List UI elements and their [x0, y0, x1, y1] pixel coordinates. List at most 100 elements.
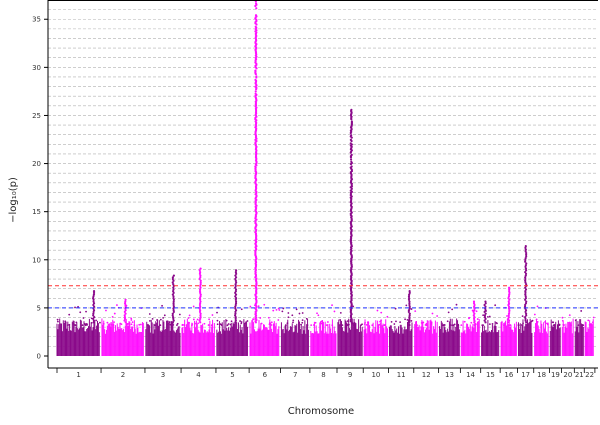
- peak-snp-point: [171, 277, 174, 281]
- peak-snp-point: [524, 246, 527, 249]
- peak-snp-point: [172, 307, 175, 310]
- peak-snp-point: [234, 316, 237, 319]
- peak-snp-point: [484, 312, 487, 315]
- peak-snp-point: [234, 293, 238, 296]
- snp-point: [183, 324, 185, 326]
- snp-point: [208, 318, 210, 321]
- peak-snp-point: [254, 78, 257, 81]
- peak-snp-point: [172, 290, 175, 293]
- snp-point: [81, 324, 84, 327]
- peak-snp-point: [408, 302, 411, 305]
- peak-snp-point: [350, 153, 353, 157]
- peak-snp-point: [484, 302, 487, 305]
- peak-snp-point: [234, 291, 237, 294]
- snp-point: [536, 305, 539, 308]
- snp-point: [130, 323, 133, 326]
- peak-snp-point: [235, 281, 238, 284]
- snp-point: [188, 321, 191, 324]
- peak-snp-point: [172, 300, 175, 303]
- snp-point: [295, 308, 298, 311]
- peak-snp-point: [234, 314, 237, 317]
- peak-snp-point: [507, 307, 511, 310]
- x-tick-label: 11: [397, 371, 406, 379]
- peak-snp-point: [199, 305, 202, 308]
- peak-snp-point: [234, 279, 237, 282]
- peak-snp-point: [350, 165, 353, 168]
- snp-point: [325, 324, 328, 327]
- peak-snp-point: [524, 281, 527, 284]
- snp-point: [463, 320, 466, 323]
- snp-point: [502, 324, 505, 327]
- peak-snp-point: [171, 281, 174, 284]
- snp-point: [360, 324, 362, 326]
- snp-point: [526, 324, 529, 327]
- snp-point: [56, 320, 59, 323]
- snp-point: [259, 317, 262, 319]
- peak-snp-point: [524, 264, 527, 267]
- chromosome-5-points: [216, 269, 249, 356]
- snp-point: [364, 321, 366, 324]
- peak-snp-point: [525, 253, 528, 256]
- peak-snp-point: [124, 305, 127, 308]
- snp-point: [119, 322, 122, 325]
- peak-snp-point: [199, 274, 202, 277]
- chromosome-15-points: [481, 300, 500, 356]
- peak-snp-point: [507, 300, 510, 303]
- peak-snp-point: [507, 314, 510, 317]
- snp-point: [159, 318, 162, 321]
- peak-snp-point: [524, 267, 528, 270]
- snp-point: [491, 322, 494, 325]
- peak-snp-point: [199, 283, 202, 286]
- peak-snp-point: [234, 300, 238, 303]
- snp-point: [207, 324, 210, 326]
- snp-point: [339, 318, 342, 321]
- peak-snp-point: [508, 286, 511, 289]
- snp-point: [111, 316, 114, 318]
- snp-point: [64, 320, 67, 323]
- peak-snp-point: [123, 316, 127, 319]
- peak-snp-point: [198, 277, 201, 281]
- peak-snp-point: [483, 303, 486, 307]
- snp-point: [582, 324, 585, 327]
- chromosome-13-points: [439, 303, 460, 356]
- peak-snp-point: [234, 296, 238, 300]
- snp-point: [84, 322, 86, 325]
- peak-snp-point: [234, 290, 237, 293]
- snp-point: [406, 318, 409, 321]
- chromosome-12-points: [414, 310, 439, 356]
- peak-snp-point: [234, 319, 237, 322]
- peak-snp-point: [234, 317, 237, 320]
- peak-snp-point: [473, 319, 476, 322]
- snp-point: [320, 320, 323, 323]
- snp-point: [321, 323, 324, 326]
- peak-snp-point: [123, 310, 126, 314]
- snp-point: [393, 323, 396, 325]
- snp-point: [301, 321, 304, 324]
- peak-snp-point: [508, 309, 511, 312]
- snp-point: [561, 316, 564, 319]
- snp-point: [151, 317, 154, 320]
- peak-snp-point: [92, 321, 95, 324]
- peak-snp-point: [92, 309, 96, 312]
- snp-point: [181, 323, 184, 326]
- peak-snp-point: [235, 276, 238, 279]
- x-tick-label: 4: [196, 371, 201, 379]
- snp-point: [113, 312, 116, 315]
- snp-point: [347, 323, 349, 326]
- peak-snp-point: [199, 284, 202, 288]
- snp-point: [366, 321, 369, 324]
- snp-point: [68, 323, 71, 326]
- snp-point: [176, 324, 178, 326]
- peak-snp-point: [524, 276, 527, 279]
- snp-point: [246, 320, 249, 322]
- peak-snp-point: [349, 158, 353, 161]
- snp-point: [504, 322, 507, 325]
- snp-point: [178, 313, 181, 316]
- peak-snp-point: [350, 160, 353, 163]
- peak-snp-point: [255, 7, 258, 10]
- snp-point: [422, 321, 425, 324]
- snp-point: [74, 306, 76, 309]
- peak-snp-point: [524, 298, 527, 301]
- snp-point: [425, 322, 428, 325]
